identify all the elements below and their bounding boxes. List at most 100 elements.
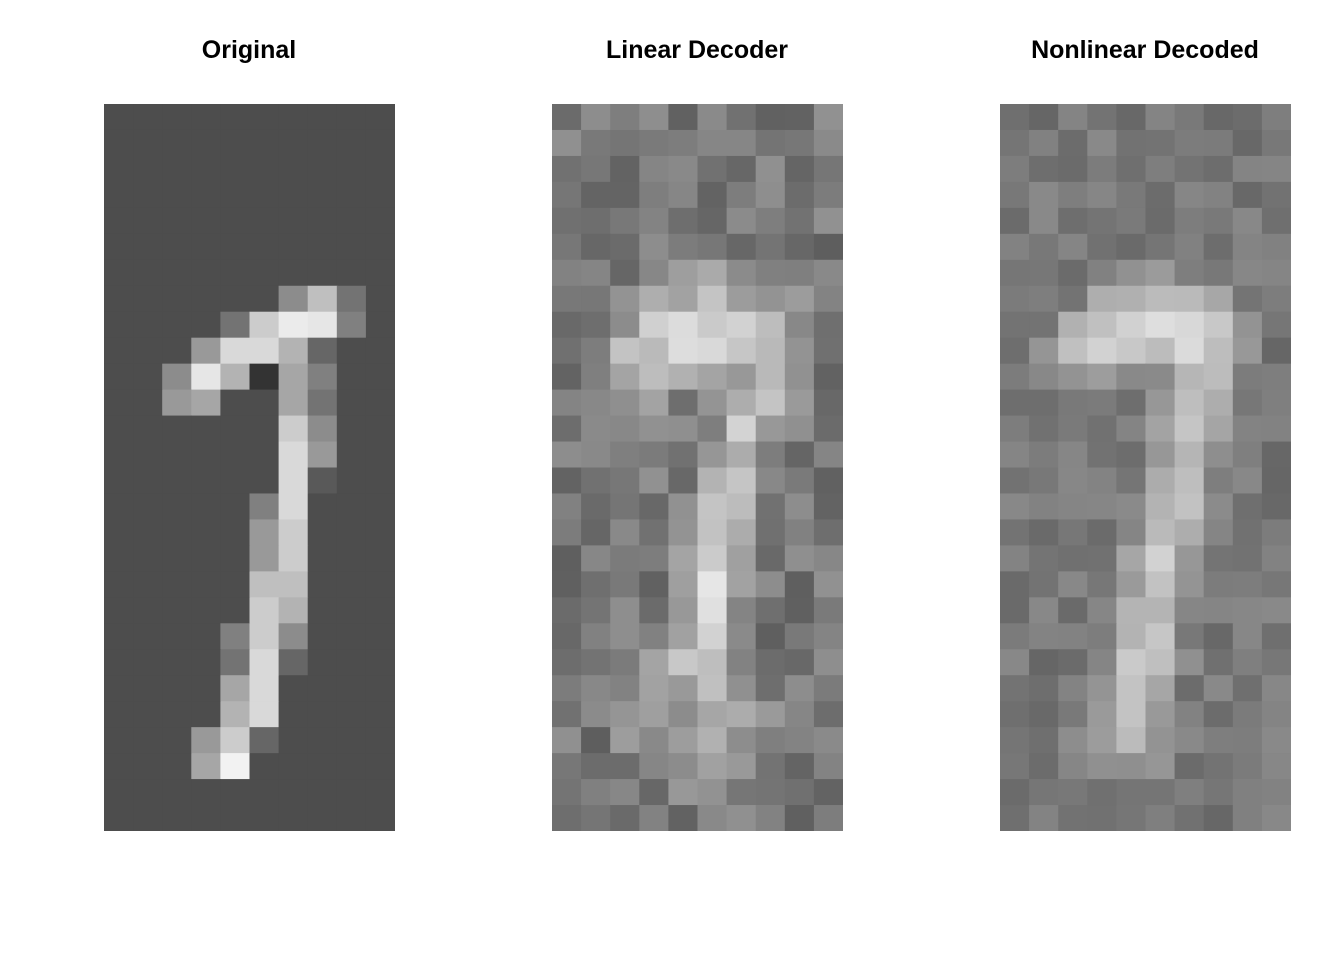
heatmap-cell <box>1029 493 1059 521</box>
heatmap-cell <box>249 805 280 831</box>
heatmap-cell <box>610 545 640 572</box>
heatmap-cell <box>697 441 728 469</box>
heatmap-cell <box>813 441 843 469</box>
heatmap-cell <box>1145 727 1176 754</box>
heatmap-cell <box>552 441 582 469</box>
heatmap-cell <box>307 389 338 417</box>
heatmap-cell <box>104 519 134 546</box>
heatmap-cell <box>365 181 395 209</box>
heatmap-cell <box>1203 779 1234 806</box>
heatmap-cell <box>1203 181 1234 209</box>
heatmap-cell <box>278 389 309 417</box>
heatmap-cell <box>726 649 757 676</box>
heatmap-cell <box>1087 597 1117 624</box>
heatmap-cell <box>1232 467 1263 495</box>
heatmap-cell <box>336 233 367 261</box>
heatmap-cell <box>610 623 640 650</box>
heatmap-cell <box>1174 519 1205 546</box>
heatmap-cell <box>784 233 815 261</box>
heatmap-cell <box>1000 571 1030 598</box>
heatmap-cell <box>162 104 192 131</box>
heatmap-cell <box>755 467 786 495</box>
heatmap-cell <box>220 155 251 183</box>
heatmap-cell <box>784 805 815 831</box>
heatmap-cell <box>307 519 338 546</box>
heatmap-cell <box>336 701 367 728</box>
heatmap-cell <box>133 285 163 313</box>
heatmap-cell <box>220 649 251 676</box>
heatmap-cell <box>1174 337 1205 365</box>
heatmap-cell <box>278 805 309 831</box>
heatmap-cell <box>784 155 815 183</box>
heatmap-cell <box>1029 649 1059 676</box>
heatmap-cell <box>1145 363 1176 391</box>
heatmap-cell <box>220 467 251 495</box>
heatmap-cell <box>1116 207 1147 235</box>
heatmap-cell <box>1261 753 1291 780</box>
heatmap-cell <box>1058 493 1088 521</box>
heatmap-cell <box>1145 805 1176 831</box>
heatmap-cell <box>639 675 669 702</box>
heatmap-cell <box>162 155 192 183</box>
heatmap-cell <box>104 207 134 235</box>
heatmap-cell <box>1058 545 1088 572</box>
heatmap-cell <box>1232 389 1263 417</box>
heatmap-cell <box>278 155 309 183</box>
heatmap-cell <box>1174 675 1205 702</box>
panel-title-nonlinear-decoded: Nonlinear Decoded <box>1031 36 1259 64</box>
heatmap-cell <box>249 233 280 261</box>
heatmap-cell <box>1116 104 1147 131</box>
heatmap-cell <box>1000 259 1030 287</box>
heatmap-cell <box>784 649 815 676</box>
heatmap-cell <box>784 493 815 521</box>
heatmap-cell <box>1232 675 1263 702</box>
heatmap-cell <box>1116 649 1147 676</box>
heatmap-cell <box>697 337 728 365</box>
heatmap-cell <box>104 467 134 495</box>
heatmap-cell <box>1058 129 1088 157</box>
heatmap-cell <box>336 519 367 546</box>
heatmap-cell <box>697 285 728 313</box>
heatmap-cell <box>581 389 611 417</box>
heatmap-nonlinear-decoded <box>1000 104 1291 831</box>
heatmap-cell <box>1058 467 1088 495</box>
heatmap-cell <box>1174 363 1205 391</box>
heatmap-cell <box>104 727 134 754</box>
heatmap-cell <box>639 415 669 443</box>
heatmap-cell <box>784 779 815 806</box>
heatmap-cell <box>1232 233 1263 261</box>
heatmap-cell <box>639 519 669 546</box>
heatmap-cell <box>307 779 338 806</box>
heatmap-cell <box>1029 285 1059 313</box>
heatmap-cell <box>1116 363 1147 391</box>
heatmap-cell <box>581 285 611 313</box>
heatmap-cell <box>278 104 309 131</box>
heatmap-cell <box>1232 753 1263 780</box>
heatmap-cell <box>278 675 309 702</box>
heatmap-cell <box>1058 311 1088 339</box>
heatmap-cell <box>336 649 367 676</box>
heatmap-cell <box>610 675 640 702</box>
heatmap-cell <box>755 259 786 287</box>
heatmap-cell <box>581 181 611 209</box>
heatmap-cell <box>610 181 640 209</box>
heatmap-cell <box>755 753 786 780</box>
heatmap-cell <box>755 233 786 261</box>
heatmap-cell <box>1058 389 1088 417</box>
heatmap-cell <box>220 311 251 339</box>
heatmap-cell <box>755 285 786 313</box>
heatmap-cell <box>1232 805 1263 831</box>
heatmap-cell <box>365 311 395 339</box>
heatmap-cell <box>162 207 192 235</box>
heatmap-cell <box>1116 519 1147 546</box>
heatmap-cell <box>307 701 338 728</box>
heatmap-cell <box>784 753 815 780</box>
heatmap-cell <box>697 805 728 831</box>
heatmap-cell <box>104 753 134 780</box>
panel-linear-decoder: Linear Decoder <box>473 0 921 960</box>
heatmap-cell <box>639 649 669 676</box>
heatmap-cell <box>1029 675 1059 702</box>
heatmap-cell <box>1261 571 1291 598</box>
heatmap-cell <box>1232 311 1263 339</box>
heatmap-cell <box>307 571 338 598</box>
